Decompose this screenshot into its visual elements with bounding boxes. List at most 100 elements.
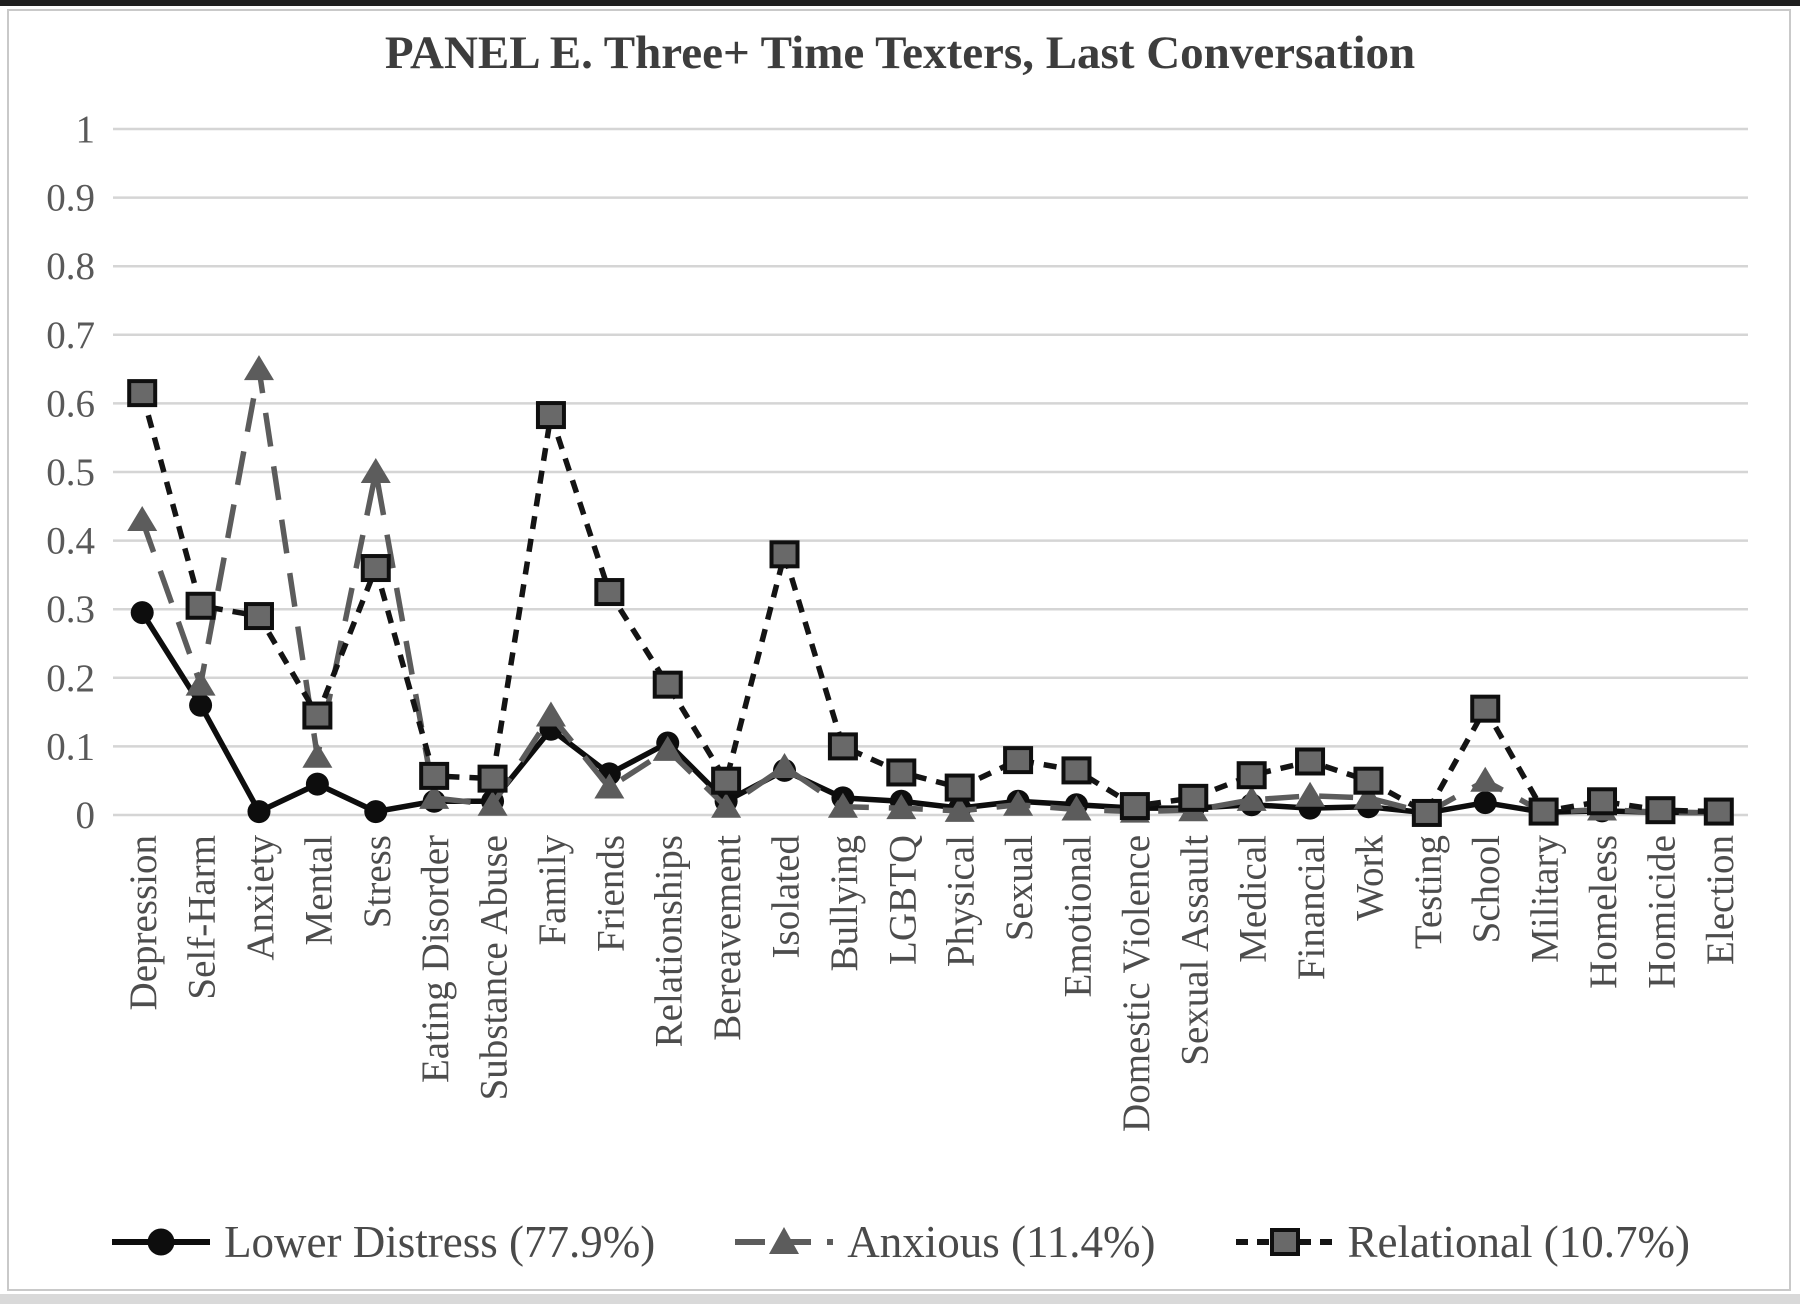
legend-item-lower-distress: Lower Distress (77.9%) (110, 1216, 655, 1268)
y-tick-label: 0.9 (46, 177, 95, 220)
chart-title: PANEL E. Three+ Time Texters, Last Conve… (384, 27, 1416, 79)
y-tick-label: 0.8 (46, 245, 95, 288)
data-point-triangle (185, 670, 216, 696)
data-point-square (1061, 756, 1092, 785)
chart-legend: Lower Distress (77.9%) Anxious (11.4%) R… (0, 1206, 1800, 1278)
data-point-square (1295, 747, 1326, 776)
data-point-triangle (594, 773, 625, 799)
x-category-label: Anxiety (239, 835, 282, 961)
data-point-square (1528, 797, 1559, 826)
data-point-circle (364, 800, 388, 824)
x-category-label: Mental (297, 835, 340, 946)
data-point-triangle (944, 796, 975, 822)
data-point-triangle (1353, 783, 1384, 809)
data-point-triangle (243, 355, 274, 381)
data-point-square (594, 578, 625, 607)
y-tick-label: 0.6 (46, 382, 95, 425)
data-point-circle (247, 800, 271, 824)
data-point-triangle (1003, 790, 1034, 816)
x-category-label: Financial (1290, 835, 1333, 980)
data-point-circle (1473, 791, 1497, 815)
data-point-square (1411, 798, 1442, 827)
data-point-square (477, 764, 508, 793)
data-point-square (302, 701, 333, 730)
y-axis-tick-labels: 0 0.1 0.2 0.3 0.4 0.5 0.6 0.7 0.8 0.9 1 (46, 108, 95, 837)
data-point-circle (189, 693, 213, 717)
legend-item-relational: Relational (10.7%) (1234, 1216, 1690, 1268)
data-point-square (1178, 783, 1209, 812)
legend-marker-circle-icon (112, 1228, 211, 1256)
data-point-triangle (827, 792, 858, 818)
bottom-border-strip (0, 1294, 1800, 1304)
data-point-square (1236, 761, 1267, 790)
x-category-label: Physical (940, 835, 983, 967)
data-point-triangle (477, 790, 508, 816)
data-point-square (711, 766, 742, 795)
y-tick-label: 0.5 (46, 451, 95, 494)
y-tick-label: 0.3 (46, 588, 95, 631)
legend-label: Lower Distress (77.9%) (224, 1217, 656, 1267)
y-tick-label: 0.4 (46, 520, 95, 563)
series-line (139, 611, 1719, 816)
data-point-square (652, 670, 683, 699)
y-tick-label: 1 (76, 108, 96, 151)
legend-label: Relational (10.7%) (1347, 1217, 1690, 1267)
x-category-label: Work (1348, 835, 1391, 921)
data-point-triangle (127, 506, 158, 532)
x-category-label: Family (531, 835, 574, 946)
data-point-square (827, 732, 858, 761)
x-category-label: Military (1524, 835, 1567, 963)
data-point-square (769, 540, 800, 569)
x-category-label: Homicide (1640, 835, 1683, 989)
data-point-square (886, 758, 917, 787)
x-category-label: School (1465, 835, 1508, 944)
data-point-circle (305, 772, 329, 796)
series-relational (127, 379, 1734, 827)
data-point-triangle (1236, 785, 1267, 811)
data-point-triangle (769, 752, 800, 778)
data-point-square (1587, 787, 1618, 816)
data-point-square (360, 554, 391, 583)
x-category-label: Isolated (765, 835, 808, 959)
x-category-label: Medical (1232, 835, 1275, 963)
x-category-label: Domestic Violence (1115, 835, 1158, 1132)
data-point-square (535, 401, 566, 430)
data-point-square (1003, 746, 1034, 775)
figure-border (7, 9, 1791, 1291)
x-category-label: Depression (122, 835, 165, 1010)
line-chart-canvas: 0 0.1 0.2 0.3 0.4 0.5 0.6 0.7 0.8 0.9 1 Depression S… (46, 108, 1748, 1132)
data-point-triangle (419, 783, 450, 809)
data-point-circle (130, 601, 154, 625)
x-axis-category-labels: Depression Self-Harm Anxiety Mental Stress Ea… (122, 835, 1742, 1132)
y-tick-label: 0.1 (46, 725, 95, 768)
legend-marker-square-icon (1235, 1228, 1334, 1256)
y-tick-label: 0 (76, 794, 96, 837)
data-point-square (419, 761, 450, 790)
data-point-triangle (652, 735, 683, 761)
data-point-triangle (302, 742, 333, 768)
x-category-label: Sexual (998, 835, 1041, 941)
x-category-label: LGBTQ (881, 835, 924, 965)
data-point-square (1645, 796, 1676, 825)
data-point-square (243, 602, 274, 631)
data-point-square (1470, 694, 1501, 723)
data-point-triangle (1470, 766, 1501, 792)
x-category-label: Bereavement (706, 835, 749, 1041)
x-category-label: Testing (1407, 835, 1450, 949)
x-category-label: Bullying (823, 835, 866, 972)
y-tick-label: 0.7 (46, 314, 95, 357)
data-point-square (185, 591, 216, 620)
legend-marker-triangle-icon (735, 1227, 834, 1254)
data-point-triangle (360, 458, 391, 483)
gridlines (113, 127, 1748, 817)
x-category-label: Substance Abuse (473, 835, 516, 1100)
x-category-label: Sexual Assault (1173, 835, 1216, 1066)
data-point-triangle (1061, 795, 1092, 821)
x-category-label: Stress (356, 835, 399, 928)
y-tick-label: 0.2 (46, 657, 95, 700)
data-point-square (1703, 797, 1734, 826)
data-point-triangle (1295, 781, 1326, 807)
data-point-square (944, 773, 975, 802)
x-category-label: Eating Disorder (414, 835, 457, 1083)
